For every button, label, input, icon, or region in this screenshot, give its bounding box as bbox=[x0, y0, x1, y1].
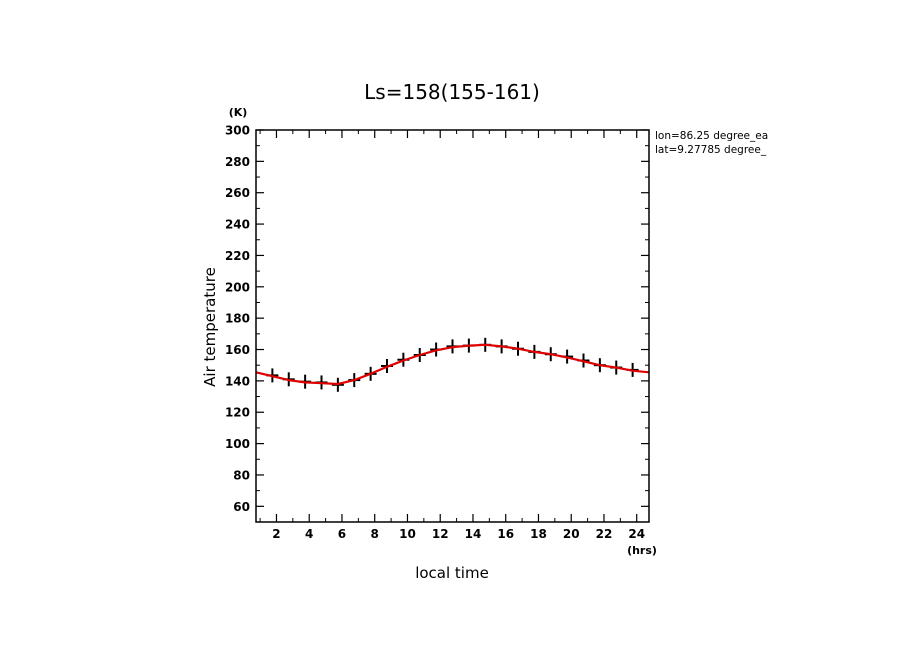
y-tick-label: 240 bbox=[225, 218, 250, 232]
axis-ticks bbox=[256, 129, 649, 523]
y-tick-label: 260 bbox=[225, 186, 250, 200]
x-tick-label: 24 bbox=[628, 527, 645, 541]
x-tick-label: 14 bbox=[465, 527, 482, 541]
y-tick-label: 80 bbox=[233, 468, 250, 482]
x-tick-label: 18 bbox=[530, 527, 547, 541]
y-tick-label: 140 bbox=[225, 374, 250, 388]
x-tick-label: 2 bbox=[272, 527, 280, 541]
tick-labels: 2 4 6 8 10 12 14 16 18 20 22 2460801001201401601802… bbox=[225, 124, 645, 542]
y-tick-label: 200 bbox=[225, 280, 250, 294]
y-tick-label: 300 bbox=[225, 124, 250, 138]
x-axis-title: local time bbox=[415, 564, 489, 582]
chart-title: Ls=158(155-161) bbox=[364, 80, 540, 104]
x-tick-label: 20 bbox=[563, 527, 580, 541]
x-tick-label: 10 bbox=[399, 527, 416, 541]
x-tick-label: 8 bbox=[371, 527, 379, 541]
annotation-lon: lon=86.25 degree_ea bbox=[655, 130, 768, 142]
x-tick-label: 22 bbox=[596, 527, 613, 541]
y-axis-title: Air temperature bbox=[201, 267, 219, 387]
y-tick-label: 280 bbox=[225, 155, 250, 169]
y-tick-label: 100 bbox=[225, 437, 250, 451]
series-line bbox=[255, 343, 650, 386]
y-tick-label: 60 bbox=[233, 500, 250, 514]
plot-frame bbox=[255, 129, 650, 523]
y-tick-label: 180 bbox=[225, 312, 250, 326]
y-tick-label: 120 bbox=[225, 406, 250, 420]
x-tick-label: 6 bbox=[338, 527, 346, 541]
y-tick-label: 160 bbox=[225, 343, 250, 357]
y-tick-label: 220 bbox=[225, 249, 250, 263]
annotation-lat: lat=9.27785 degree_ bbox=[655, 144, 767, 156]
x-tick-label: 16 bbox=[497, 527, 514, 541]
y-unit-label: (K) bbox=[229, 106, 248, 119]
x-tick-label: 4 bbox=[305, 527, 313, 541]
x-tick-label: 12 bbox=[432, 527, 449, 541]
series-layer bbox=[255, 337, 650, 392]
x-unit-label: (hrs) bbox=[627, 544, 657, 557]
